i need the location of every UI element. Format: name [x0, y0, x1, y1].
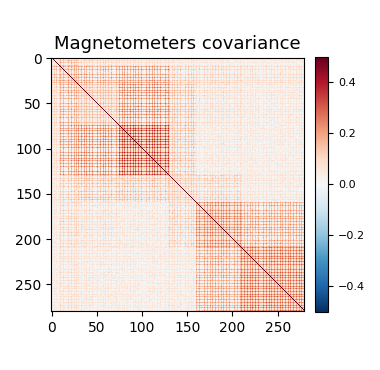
Title: Magnetometers covariance: Magnetometers covariance: [54, 36, 301, 53]
